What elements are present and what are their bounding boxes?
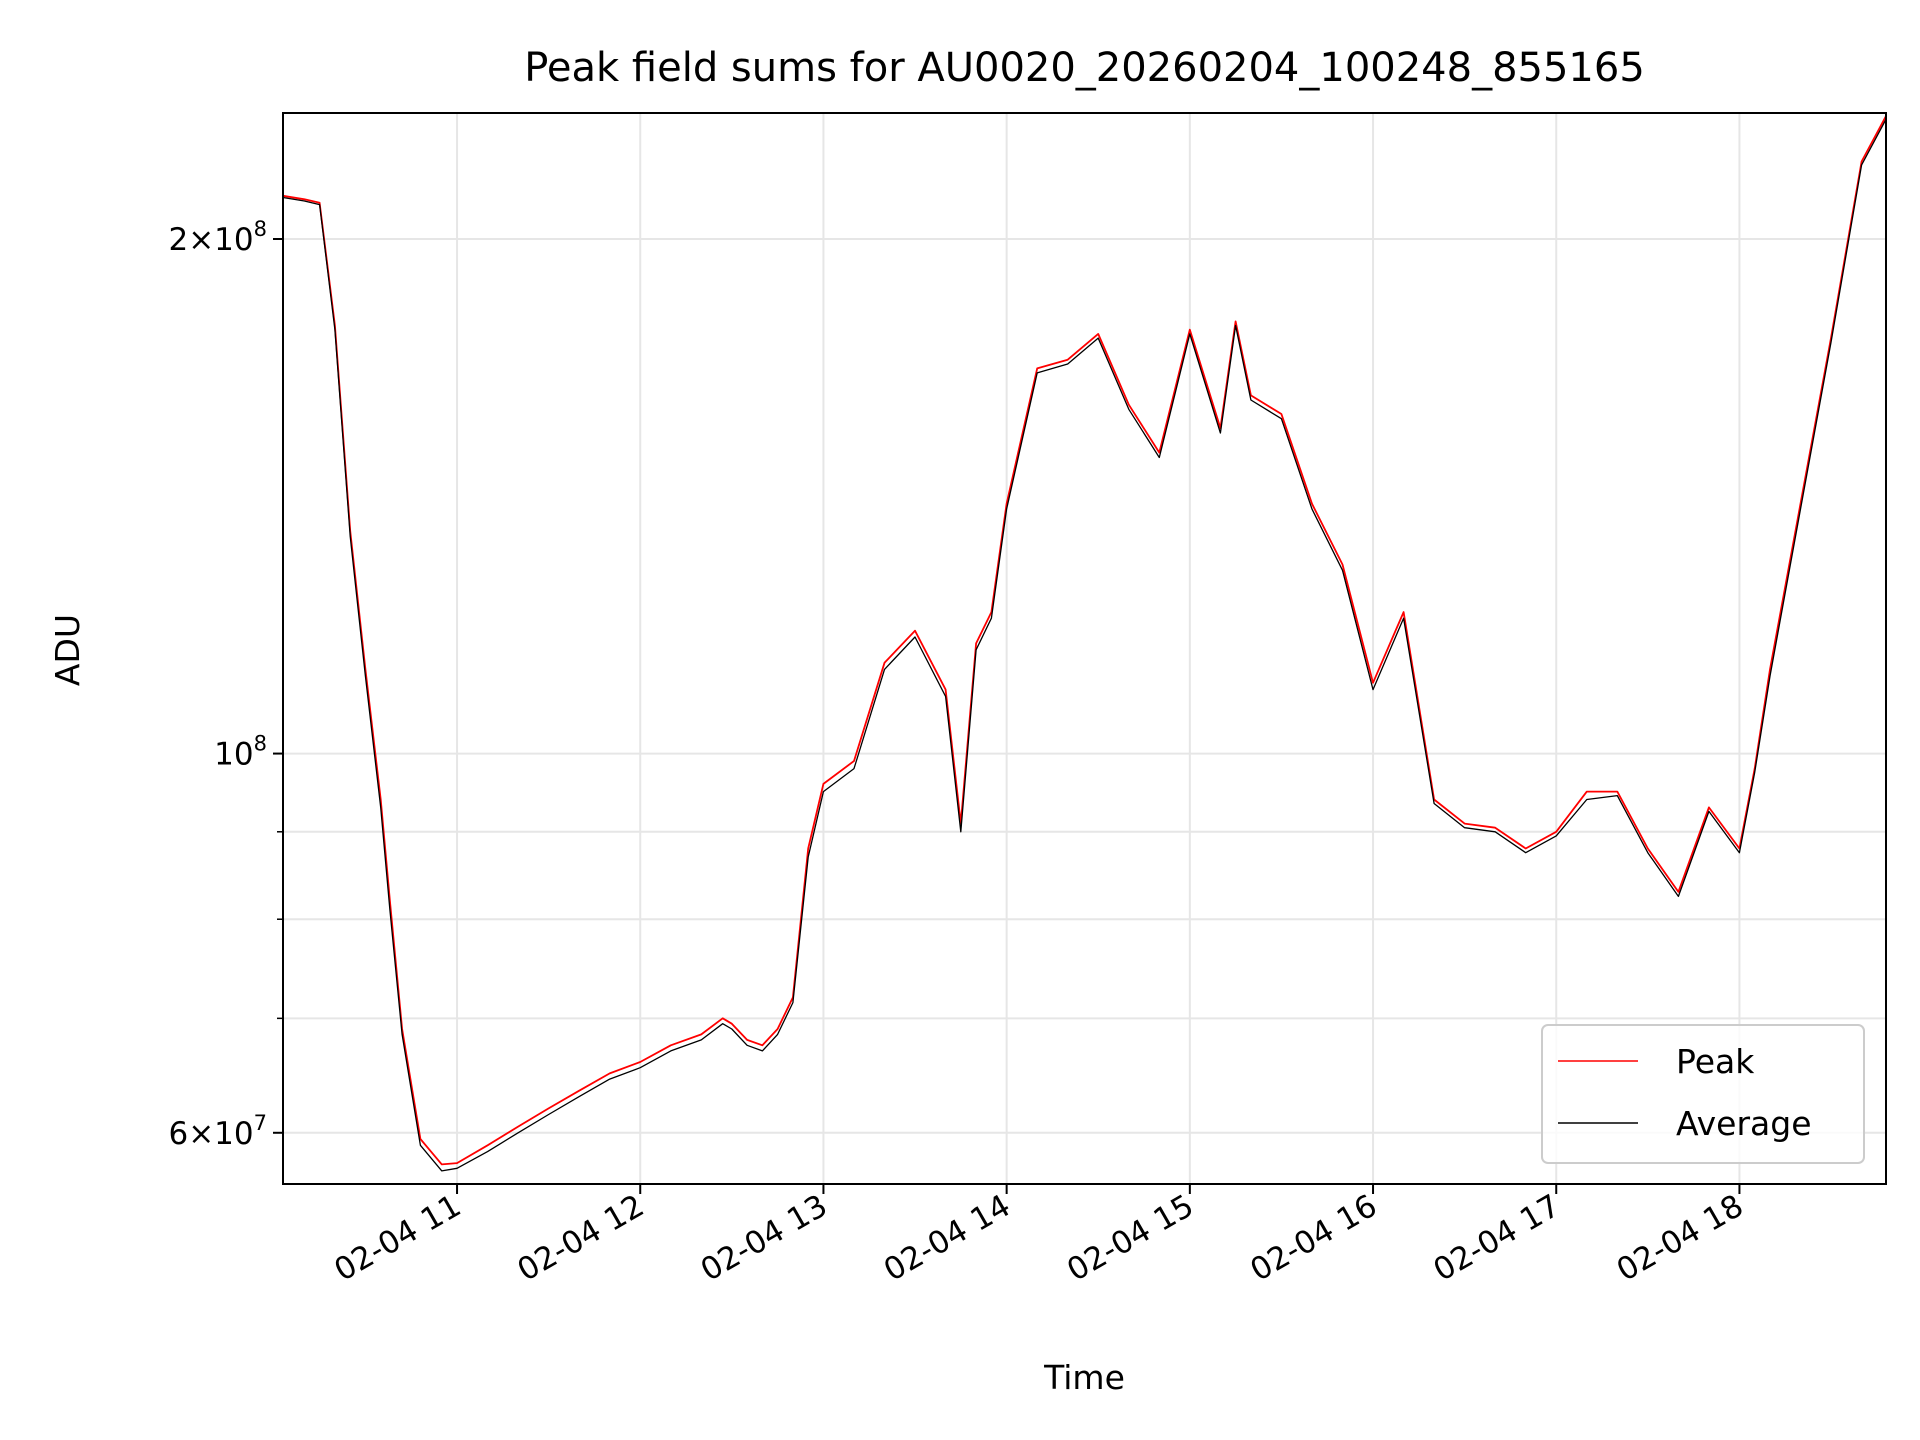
x-tick-label: 02-04 16	[1244, 1188, 1383, 1289]
x-tick-label: 02-04 17	[1428, 1188, 1567, 1289]
series-line-average	[282, 118, 1887, 1172]
y-tick-label: 6×107	[168, 1111, 267, 1152]
legend-label-average: Average	[1676, 1104, 1812, 1143]
series-lines	[282, 115, 1887, 1172]
x-axis-label: Time	[1044, 1358, 1125, 1397]
x-axis-ticks: 02-04 11 02-04 12 02-04 13 02-04 14 02-04 15…	[328, 1184, 1749, 1289]
legend-frame	[1541, 1024, 1865, 1164]
legend: Peak Average	[1541, 1024, 1865, 1164]
series-line-peak	[282, 115, 1887, 1166]
x-tick-label: 02-04 15	[1061, 1188, 1200, 1289]
chart-title: Peak field sums for AU0020_20260204_1002…	[524, 45, 1645, 91]
x-tick-label: 02-04 14	[878, 1188, 1017, 1289]
y-axis-ticks: 2×108 108 6×107	[168, 217, 283, 1152]
x-tick-label: 02-04 11	[328, 1188, 467, 1289]
x-tick-label: 02-04 18	[1611, 1188, 1750, 1289]
plot-frame	[282, 112, 1887, 1185]
x-tick-label: 02-04 12	[512, 1188, 651, 1289]
y-tick-label: 2×108	[168, 217, 267, 258]
grid-lines	[283, 113, 1886, 1184]
x-tick-label: 02-04 13	[695, 1188, 834, 1289]
y-tick-label: 108	[214, 732, 267, 773]
legend-label-peak: Peak	[1676, 1042, 1755, 1081]
